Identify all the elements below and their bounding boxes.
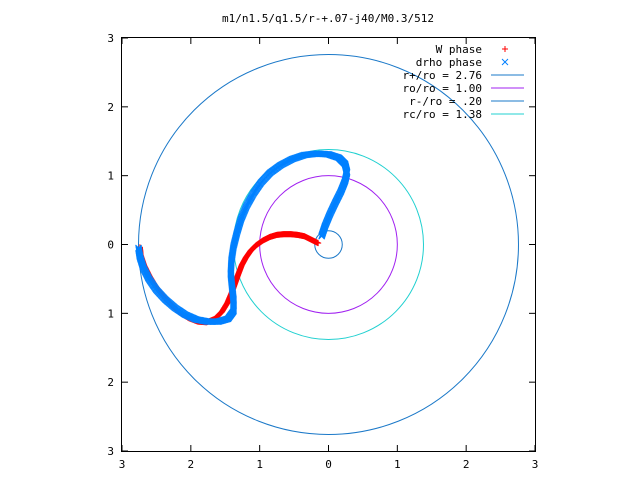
chart-title: m1/n1.5/q1.5/r-+.07-j40/M0.3/512 — [222, 12, 434, 25]
y-tick-label: 3 — [107, 445, 114, 458]
y-tick-label: 3 — [107, 32, 114, 45]
plot-area-frame — [121, 37, 536, 452]
legend-marker — [501, 58, 509, 66]
legend-label: r+/ro = 2.76 — [403, 69, 482, 82]
circle-2 — [314, 230, 343, 259]
point — [135, 244, 142, 252]
y-tick-label: 2 — [107, 101, 114, 114]
legend-label: r-/ro = .20 — [409, 95, 482, 108]
legend-label: W phase — [436, 43, 482, 56]
y-tick-label: 1 — [107, 307, 114, 320]
x-tick-label: 2 — [463, 458, 470, 471]
y-tick-label: 2 — [107, 376, 114, 389]
y-tick-label: 1 — [107, 170, 114, 183]
legend-label: rc/ro = 1.38 — [403, 108, 482, 121]
x-tick-label: 3 — [119, 458, 126, 471]
x-tick-label: 1 — [256, 458, 263, 471]
y-tick-label: 0 — [107, 239, 114, 252]
data-series — [135, 150, 351, 326]
series-1 — [135, 150, 351, 325]
x-tick-label: 0 — [325, 458, 332, 471]
legend-label: drho phase — [416, 56, 482, 69]
x-tick-label: 3 — [532, 458, 539, 471]
x-tick-label: 2 — [188, 458, 195, 471]
circle-0 — [138, 54, 519, 435]
legend-marker — [502, 46, 508, 52]
circle-1 — [259, 175, 398, 314]
x-tick-label: 1 — [394, 458, 401, 471]
legend-label: ro/ro = 1.00 — [403, 82, 482, 95]
